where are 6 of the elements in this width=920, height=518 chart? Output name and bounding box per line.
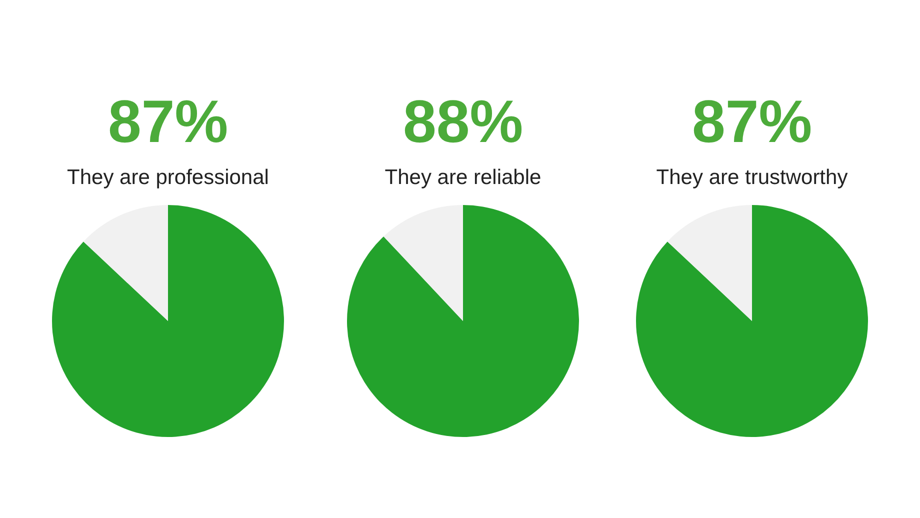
chart-subtitle: They are professional bbox=[66, 165, 270, 191]
chart-title: 87% bbox=[690, 87, 814, 157]
chart-title: 88% bbox=[402, 87, 524, 157]
chart-subtitle: They are trustworthy bbox=[655, 165, 849, 191]
chart-subtitle: They are reliable bbox=[384, 165, 542, 191]
chart-title: 87% bbox=[106, 87, 230, 157]
